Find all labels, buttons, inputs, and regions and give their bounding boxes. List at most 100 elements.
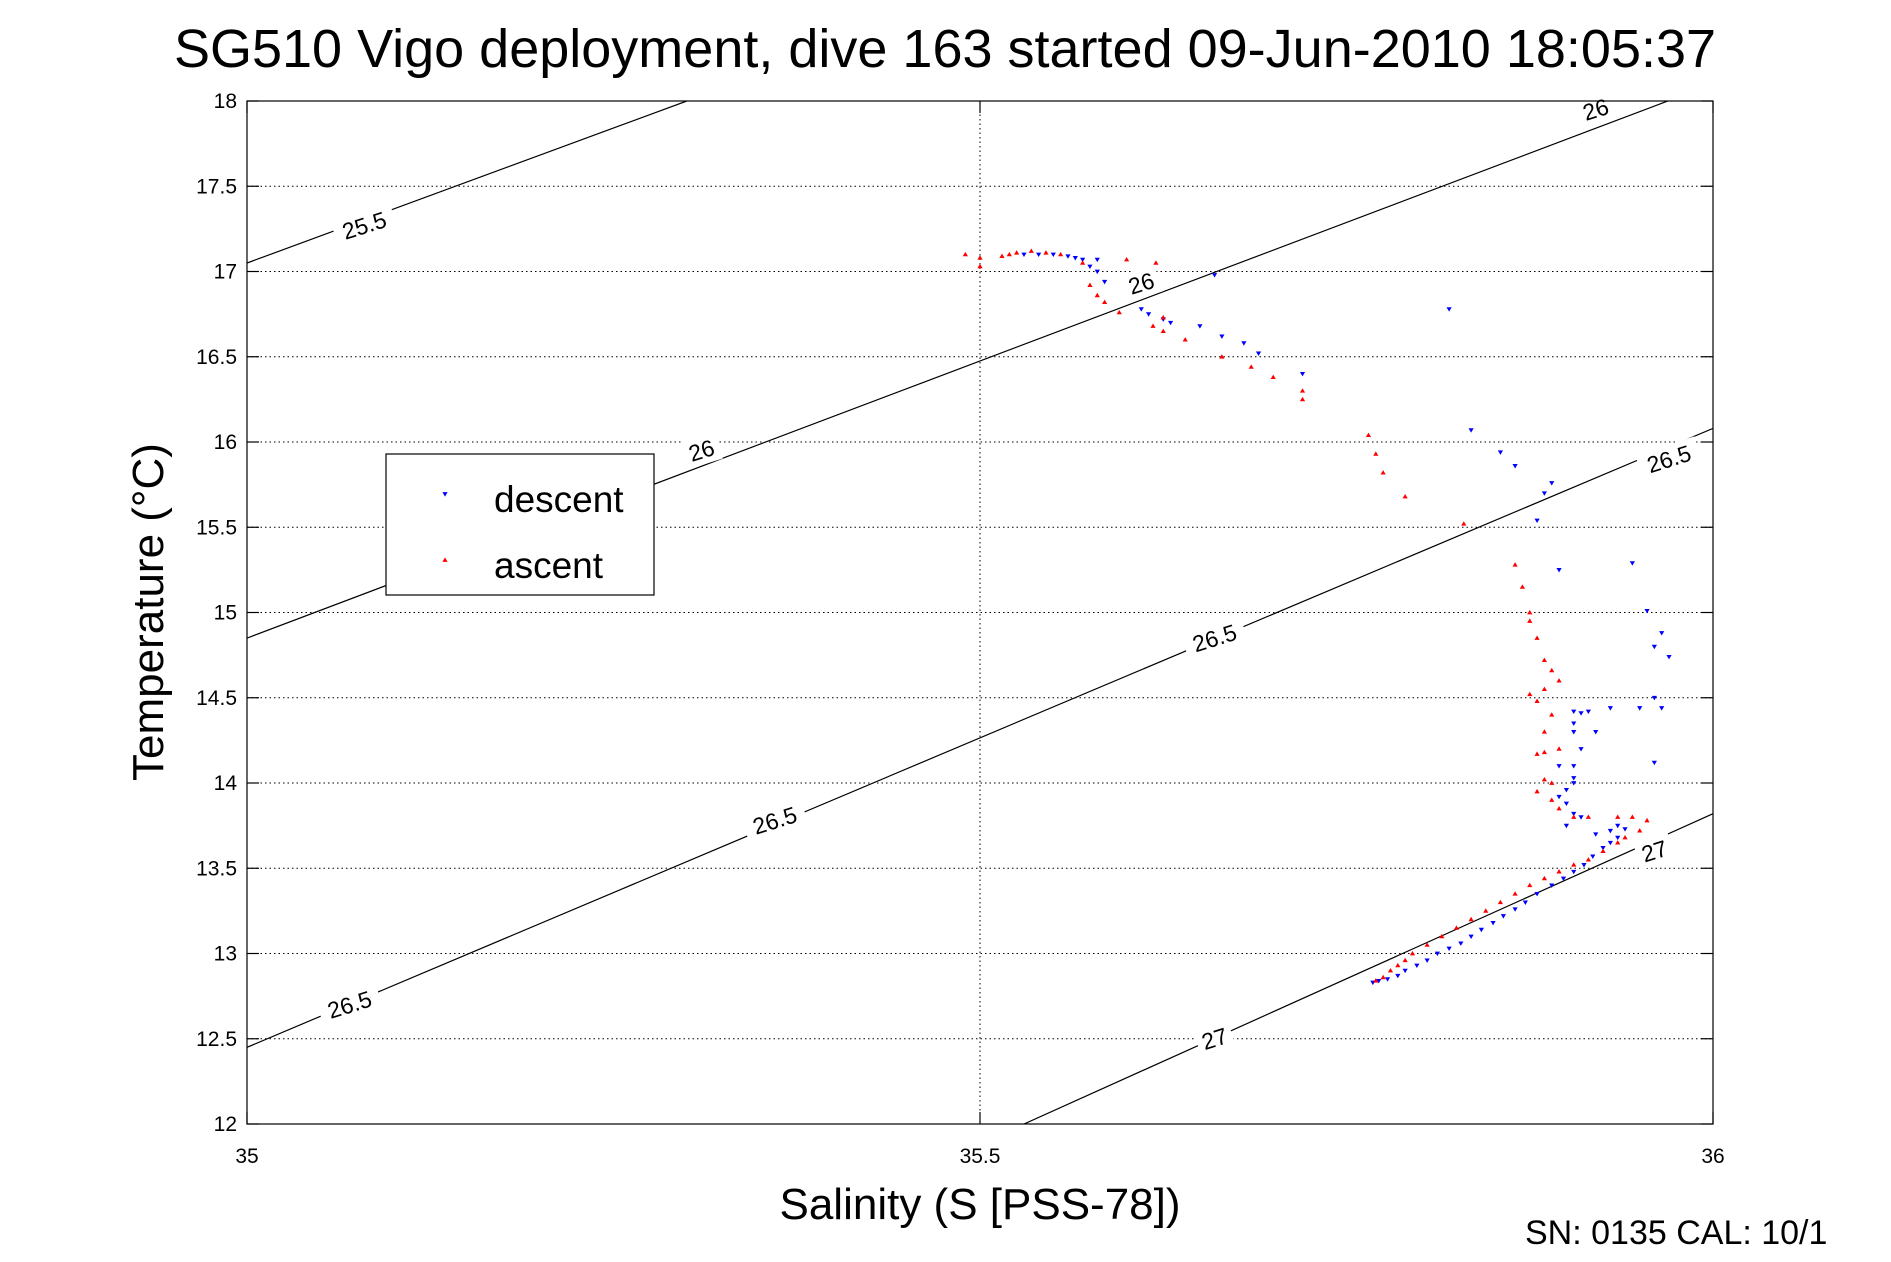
ascent-point — [1373, 978, 1379, 983]
descent-point — [1563, 823, 1569, 829]
ascent-point — [1644, 817, 1650, 823]
descent-point — [1571, 781, 1577, 786]
ascent-point — [1453, 925, 1460, 930]
ascent-point — [1299, 396, 1306, 402]
y-tick-label: 16.5 — [196, 346, 237, 369]
ascent-point — [962, 251, 968, 257]
descent-point — [1637, 706, 1643, 711]
descent-point — [1571, 730, 1577, 735]
descent-point — [1490, 920, 1496, 926]
descent-point — [1622, 827, 1628, 832]
ascent-point — [1541, 749, 1548, 755]
ascent-point — [1248, 364, 1254, 369]
ascent-point — [1622, 834, 1628, 840]
density-contours — [247, 101, 1713, 1124]
ascent-point — [1549, 780, 1555, 785]
descent-point — [1629, 561, 1635, 566]
ascent-point — [1160, 314, 1166, 320]
descent-point — [1102, 279, 1108, 285]
ascent-point — [1182, 337, 1188, 342]
ascent-point — [1497, 899, 1504, 905]
ascent-point — [1556, 746, 1562, 751]
ascent-point — [977, 255, 983, 260]
descent-point — [1534, 892, 1540, 897]
ascent-point — [1549, 667, 1555, 673]
ascent-point — [1373, 451, 1379, 456]
y-tick-label: 18 — [214, 90, 237, 113]
y-tick-label: 14 — [214, 772, 238, 795]
ascent-point — [1380, 974, 1386, 980]
descent-point — [1556, 794, 1562, 800]
legend-markers — [442, 492, 448, 562]
ascent-point — [1058, 251, 1064, 257]
contour-label: 26.5 — [1635, 436, 1703, 482]
ascent-point — [1043, 250, 1049, 255]
ascent-point — [1512, 891, 1518, 896]
legend-box — [385, 453, 655, 596]
ascent-point — [1585, 814, 1591, 819]
ascent-point — [1153, 260, 1159, 265]
descent-point — [1050, 252, 1056, 258]
descent-point — [1593, 832, 1599, 837]
ascent-point — [1541, 686, 1548, 692]
y-axis-label: Temperature (°C) — [124, 443, 173, 781]
descent-point — [1600, 845, 1606, 851]
ascent-point — [1468, 916, 1474, 922]
descent-point — [1500, 914, 1506, 919]
ascent-point — [1160, 328, 1166, 333]
descent-point — [1138, 307, 1144, 312]
descent-point — [1593, 730, 1599, 735]
descent-point — [1241, 341, 1247, 346]
ascent-point — [1600, 848, 1606, 854]
descent-point — [1424, 958, 1430, 963]
descent-point — [1211, 273, 1218, 278]
ascent-point — [1534, 751, 1540, 756]
ascent-point — [977, 263, 983, 269]
ascent-point — [1365, 432, 1372, 437]
contour-label-background — [315, 982, 384, 1028]
ascent-point — [1549, 797, 1555, 802]
descent-point — [1563, 801, 1569, 807]
gridlines — [247, 101, 1713, 1124]
ascent-point — [1534, 788, 1540, 794]
contour-label: 25.5 — [330, 202, 399, 249]
density-contour-25.5 — [247, 101, 688, 264]
ascent-point — [1270, 374, 1276, 380]
y-tick-label: 12 — [214, 1113, 237, 1136]
ascent-point — [1541, 729, 1548, 734]
ascent-point — [1014, 250, 1020, 255]
ascent-point — [1080, 260, 1086, 265]
contour-label-text: 26.5 — [750, 801, 801, 839]
contour-label: 27 — [1193, 1020, 1236, 1058]
legend-label-descent: descent — [494, 479, 624, 520]
descent-point — [1376, 978, 1382, 984]
ascent-point — [1483, 908, 1489, 913]
descent-point — [1446, 946, 1452, 951]
contour-label: 27 — [1633, 832, 1676, 870]
ascent-point — [1461, 521, 1467, 526]
y-tick-label: 13.5 — [196, 857, 237, 880]
contour-label-background — [1119, 264, 1163, 303]
ascent-point — [1116, 309, 1122, 315]
ascent-point — [1512, 562, 1518, 567]
y-tick-label: 17.5 — [196, 175, 237, 198]
descent-point — [1094, 269, 1100, 275]
ascent-point — [1534, 635, 1540, 640]
descent-point — [1541, 491, 1548, 496]
descent-point — [1497, 450, 1504, 455]
descent-point — [1021, 252, 1027, 258]
descent-point — [1659, 706, 1665, 711]
ascent-point — [1402, 493, 1408, 499]
descent-point — [1446, 307, 1452, 312]
descent-point — [1512, 464, 1518, 469]
serial-calibration-footer: SN: 0135 CAL: 10/1 — [1525, 1214, 1827, 1252]
descent-point — [1590, 854, 1596, 859]
descent-point — [1036, 252, 1042, 258]
descent-point — [1434, 951, 1440, 957]
ascent-point — [1519, 584, 1526, 589]
ascent-point — [1380, 470, 1386, 475]
descent-point — [1615, 835, 1621, 841]
contour-label-background — [1574, 90, 1618, 129]
ascent-point — [1028, 248, 1034, 253]
